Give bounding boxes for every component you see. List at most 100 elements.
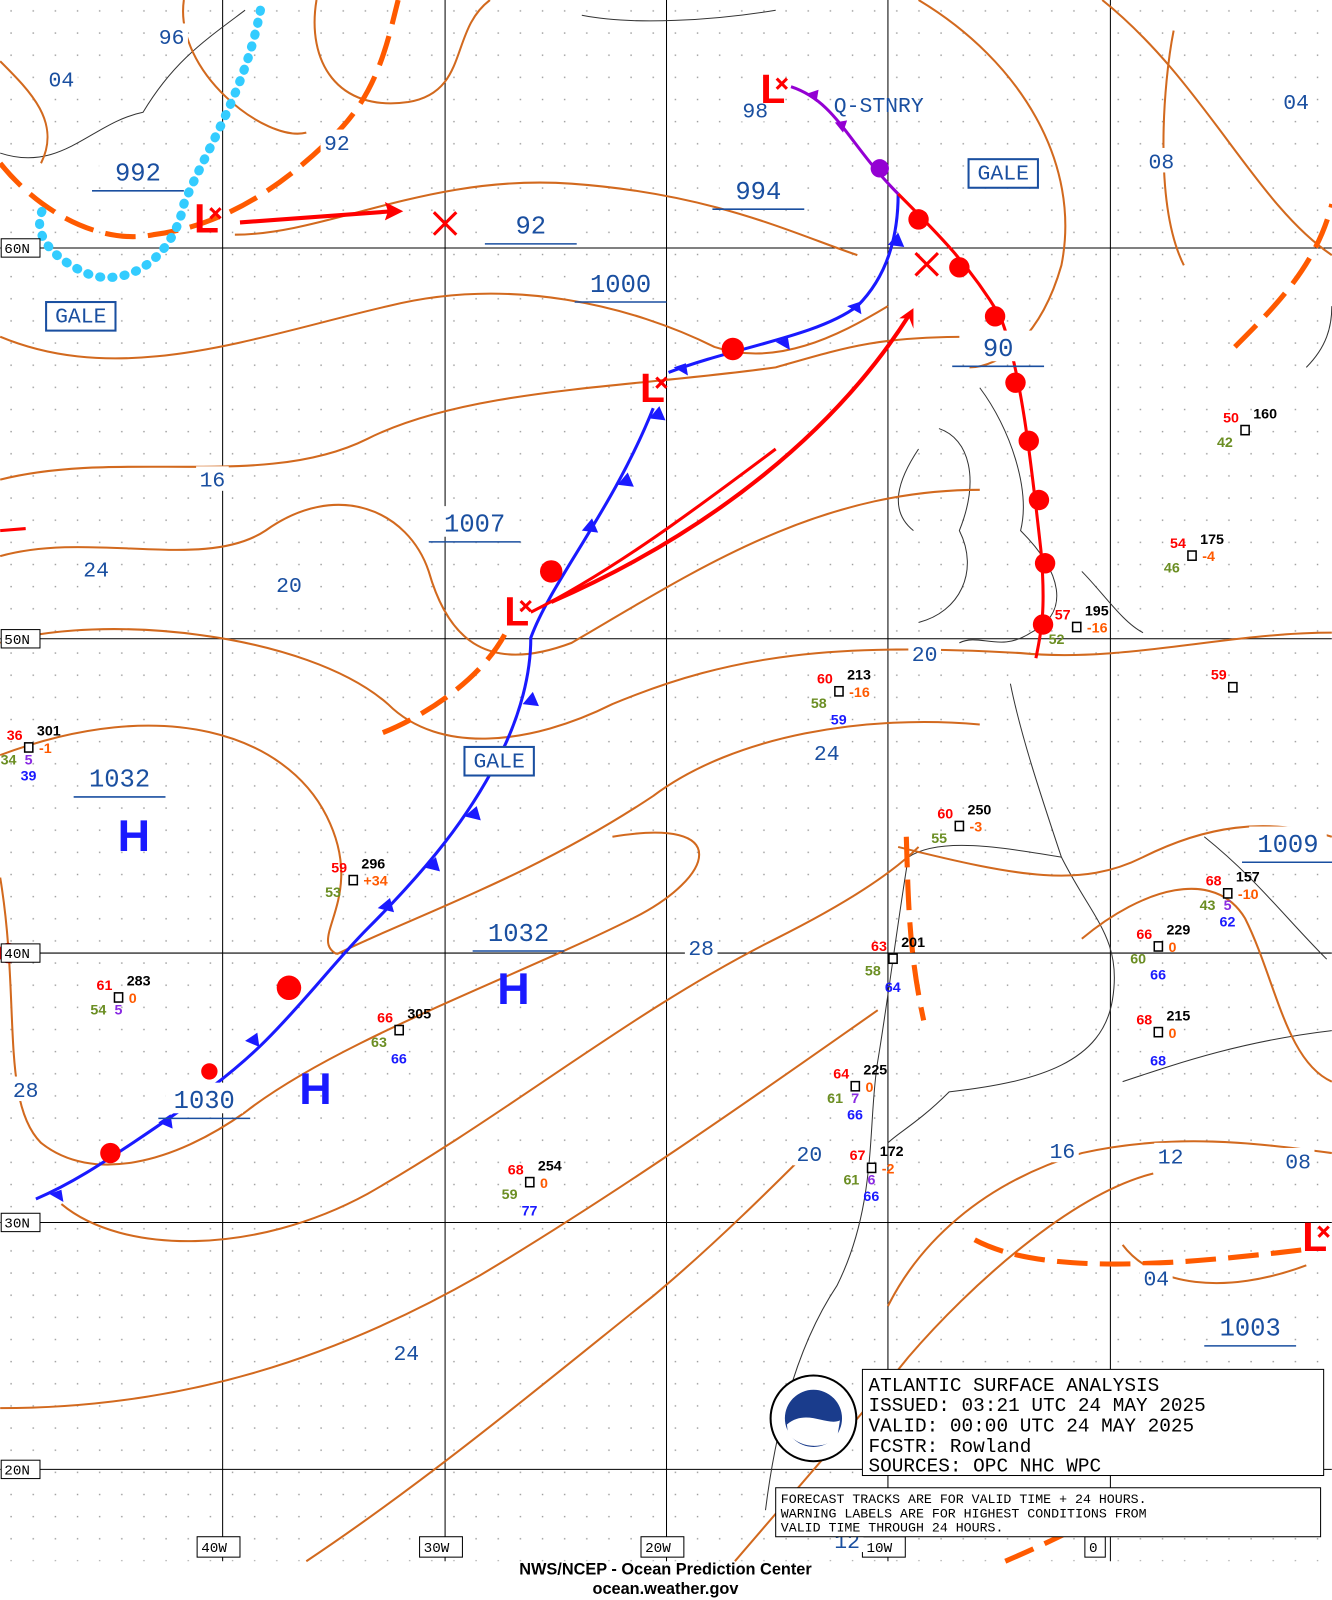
station-dew: 63 [371,1035,387,1051]
title-line: VALID: 00:00 UTC 24 MAY 2025 [869,1416,1195,1438]
lon-label: 30W [424,1541,450,1557]
isobar-label: 12 [1158,1146,1184,1170]
station-dew: 61 [827,1091,843,1107]
station [1240,424,1250,436]
isobar-label: 04 [49,70,75,94]
station-dew: 58 [811,696,827,712]
center-label-bg [80,761,159,792]
lat-label-box [0,629,41,649]
isobar-label-bg [1145,147,1178,173]
isobar-label-bg [1046,1137,1079,1163]
station-tendency: 0 [1169,940,1177,956]
isobar-label: 24 [814,743,840,767]
ice-edge [35,5,265,282]
station [524,1176,535,1188]
station-temp: 54 [1170,536,1186,552]
lon-label-box [196,1536,241,1558]
center-label-bg [435,506,514,537]
low-center [655,376,668,389]
low-marker: L [1302,1214,1327,1260]
logo [769,1374,858,1463]
low-marker: L [760,66,785,112]
lat-label: 50N [4,633,30,649]
station-tendency: -4 [1202,549,1215,565]
isobar-label-bg [1281,1147,1315,1173]
isobar-label: 20 [912,644,938,668]
isobar-label: 08 [1149,151,1175,175]
low-marker: L [640,365,665,411]
center-label-bg [479,915,558,946]
isobar-label-bg [9,1076,43,1102]
warning-label: GALE [978,163,1029,187]
note-line: WARNING LABELS ARE FOR HIGHEST CONDITION… [781,1506,1147,1521]
isobar-label: 08 [1285,1151,1311,1175]
station-dew: 61 [843,1173,859,1189]
station-wave: 66 [391,1051,407,1067]
station-temp: 66 [1136,927,1152,943]
station-vis: 5 [1224,898,1232,914]
station-wave: 59 [831,712,847,728]
isobar-label-bg [1154,1142,1187,1168]
isobar-label: 28 [688,938,714,962]
warm-pips [0,209,1056,1164]
station-pressure: 229 [1167,923,1191,939]
station-pressure: 250 [968,802,992,818]
station-temp: 68 [1206,874,1222,890]
station-temp: 59 [1211,668,1227,684]
lon-label: 10W [867,1541,893,1557]
station-tendency: -16 [1087,621,1108,637]
station-wave: 66 [863,1189,879,1205]
high-marker: H [497,963,529,1014]
low-center [519,599,532,613]
station-wave: 66 [847,1107,863,1123]
lat-label-box [0,943,41,963]
station-tendency: 0 [1169,1026,1177,1042]
lat-label: 40N [4,947,30,963]
lon-label: 20W [645,1541,671,1557]
station-wave: 66 [1150,968,1166,984]
station-wave: 77 [522,1203,538,1219]
station [1227,681,1238,693]
station-dew: 55 [931,831,947,847]
title-line: SOURCES: OPC NHC WPC [869,1455,1102,1477]
low-center [1317,1225,1330,1238]
isobar-label-bg [908,640,941,666]
station [1071,621,1082,633]
station [866,1162,877,1174]
isobar-label-bg [1139,1265,1173,1290]
warning-box [463,745,535,777]
isobar-label-bg [684,934,718,960]
isobar-label-bg [79,556,113,581]
lat-label-box [0,1459,41,1480]
station-pressure: 201 [901,935,925,951]
station-tendency: -10 [1238,887,1259,903]
isobar-label: 16 [200,470,226,494]
lat-label-box [0,1212,41,1233]
station [1153,941,1164,952]
tracks [239,202,940,604]
center-label-bg [99,155,177,186]
center-label: 1030 [174,1087,235,1116]
title-line: FCSTR: Rowland [869,1436,1032,1458]
station [954,820,965,832]
isobar-label: 96 [159,27,185,51]
isobar-label: 20 [797,1144,823,1168]
station-tendency: -1 [39,741,52,757]
station [23,742,34,753]
troughs [0,0,1332,1564]
station [394,1024,405,1036]
center-label: 992 [115,160,161,189]
station-pressure: 254 [538,1158,562,1174]
title-line: ATLANTIC SURFACE ANALYSIS [869,1375,1160,1397]
grid-dots [0,0,1332,1562]
station-temp: 60 [817,672,833,688]
station-tendency: 0 [865,1080,873,1096]
station-vis: 7 [851,1091,859,1107]
low-center [209,207,222,220]
isobar-label: 20 [276,575,302,599]
warning-label: GALE [473,750,524,774]
station-temp: 68 [1136,1012,1152,1028]
lon-label: 40W [201,1541,227,1557]
